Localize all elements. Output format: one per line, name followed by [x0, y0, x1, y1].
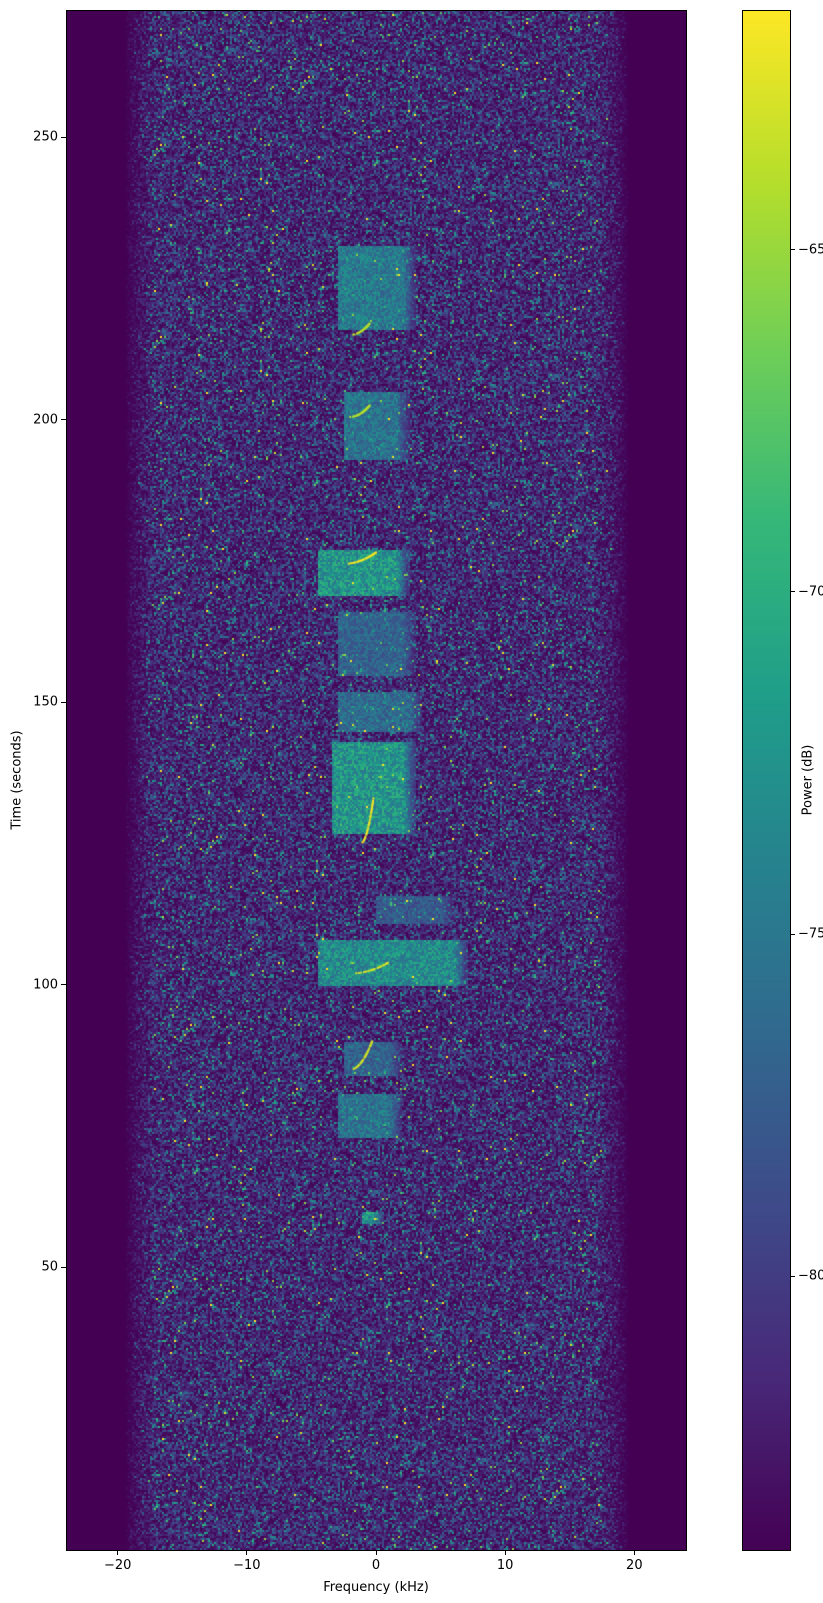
colorbar-label: Power (dB)	[800, 744, 816, 816]
colorbar-tick-label: −70	[798, 584, 823, 600]
spectrogram-image	[66, 10, 686, 1550]
colorbar-tick-mark	[790, 249, 795, 251]
spectrogram-plot-area	[66, 10, 686, 1550]
colorbar-tick-label: −80	[798, 1268, 823, 1284]
y-tick-label: 100	[33, 977, 58, 993]
y-tick-label: 200	[33, 412, 58, 428]
x-tick-label: −20	[103, 1558, 132, 1573]
x-tick-label: 20	[626, 1558, 643, 1573]
colorbar-tick-mark	[790, 591, 795, 593]
x-tick-mark	[633, 1550, 635, 1555]
y-tick-mark	[61, 1266, 66, 1268]
colorbar-gradient	[742, 10, 790, 1550]
x-tick-label: 10	[496, 1558, 514, 1573]
colorbar-tick-mark	[790, 933, 795, 935]
y-tick-mark	[61, 136, 66, 138]
x-axis-label: Frequency (kHz)	[323, 1580, 429, 1595]
y-tick-label: 250	[33, 129, 58, 145]
y-tick-mark	[61, 984, 66, 986]
y-tick-label: 150	[33, 694, 58, 710]
colorbar-tick-mark	[790, 1275, 795, 1277]
x-tick-mark	[246, 1550, 248, 1555]
x-tick-mark	[375, 1550, 377, 1555]
y-tick-label: 50	[41, 1259, 58, 1275]
x-tick-mark	[117, 1550, 119, 1555]
x-tick-label: −10	[233, 1558, 261, 1573]
y-tick-mark	[61, 419, 66, 421]
colorbar-tick-label: −75	[798, 926, 823, 942]
x-tick-label: 0	[371, 1558, 381, 1573]
colorbar	[742, 10, 790, 1550]
colorbar-tick-label: −65	[798, 242, 823, 258]
x-tick-mark	[504, 1550, 506, 1555]
y-tick-mark	[61, 701, 66, 703]
y-axis-label: Time (seconds)	[9, 730, 25, 830]
